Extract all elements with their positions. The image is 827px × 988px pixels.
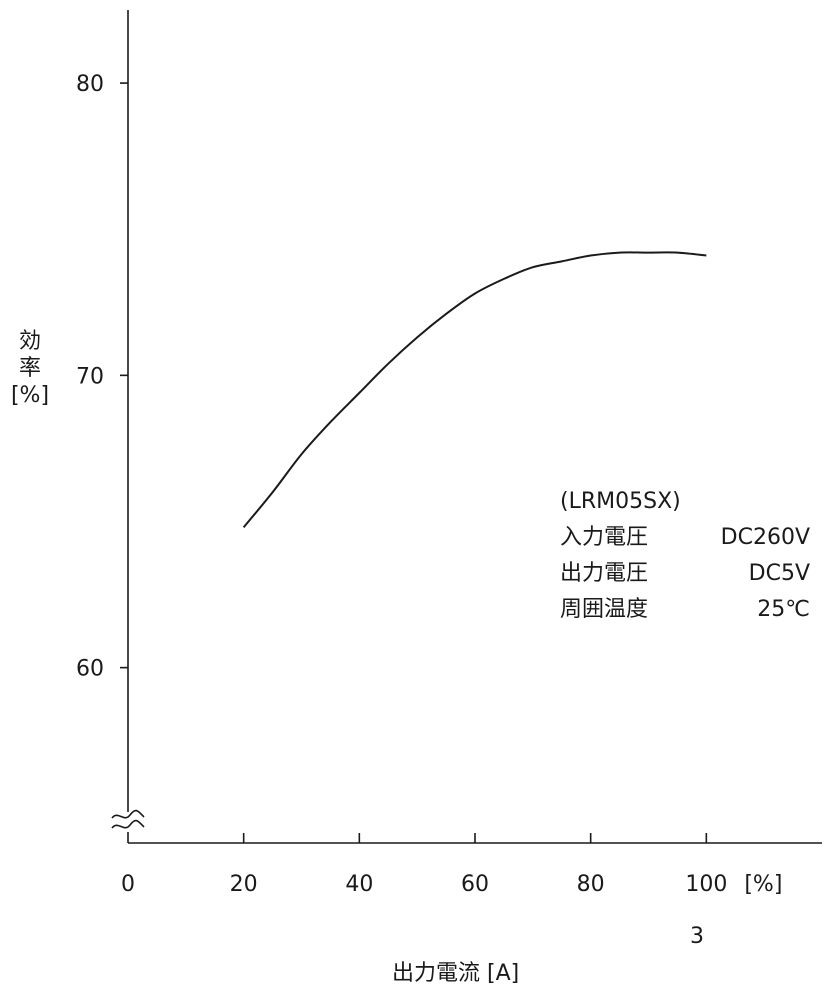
x-axis-label: 出力電流 [A] xyxy=(392,961,520,986)
series-group xyxy=(242,251,707,528)
y-axis-label: 効 率 [%] xyxy=(8,328,52,409)
y-tick-label: 80 xyxy=(76,72,104,97)
y-axis-label-line: 効 xyxy=(18,329,41,354)
condition-row: 入力電圧 DC260V xyxy=(560,520,810,556)
x-tick-label: 80 xyxy=(577,872,605,897)
condition-value: 25℃ xyxy=(757,597,810,622)
condition-row: 周囲温度 25℃ xyxy=(560,592,810,628)
x-tick-label: 20 xyxy=(230,872,258,897)
conditions-annotation: (LRM05SX) 入力電圧 DC260V 出力電圧 DC5V 周囲温度 25℃ xyxy=(560,484,810,628)
axes xyxy=(111,10,822,844)
footnote-number: 3 xyxy=(690,924,704,949)
x-tick-label: 100 xyxy=(685,872,727,897)
y-ticks: 60 70 80 xyxy=(76,72,128,682)
axis-break-wave xyxy=(111,809,145,819)
x-tick-label: 40 xyxy=(345,872,373,897)
axis-break-wave xyxy=(111,819,145,829)
y-axis-label-line: 率 xyxy=(18,356,41,381)
condition-value: DC5V xyxy=(748,561,810,586)
condition-value: DC260V xyxy=(720,525,810,550)
x-unit-label: [%] xyxy=(744,872,782,897)
condition-label: 入力電圧 xyxy=(560,525,649,550)
x-tick-label: 0 xyxy=(121,872,135,897)
condition-label: 周囲温度 xyxy=(560,597,649,622)
x-tick-label: 60 xyxy=(461,872,489,897)
y-tick-label: 70 xyxy=(76,364,104,389)
y-axis-label-line: [%] xyxy=(10,383,50,408)
axis-break-symbol xyxy=(111,809,145,829)
x-ticks: 0 20 40 60 80 100 xyxy=(121,833,727,897)
model-label: (LRM05SX) xyxy=(560,489,681,514)
condition-label: 出力電圧 xyxy=(560,561,649,586)
condition-row: 出力電圧 DC5V xyxy=(560,556,810,592)
y-tick-label: 60 xyxy=(76,657,104,682)
efficiency-series-line xyxy=(242,251,707,528)
